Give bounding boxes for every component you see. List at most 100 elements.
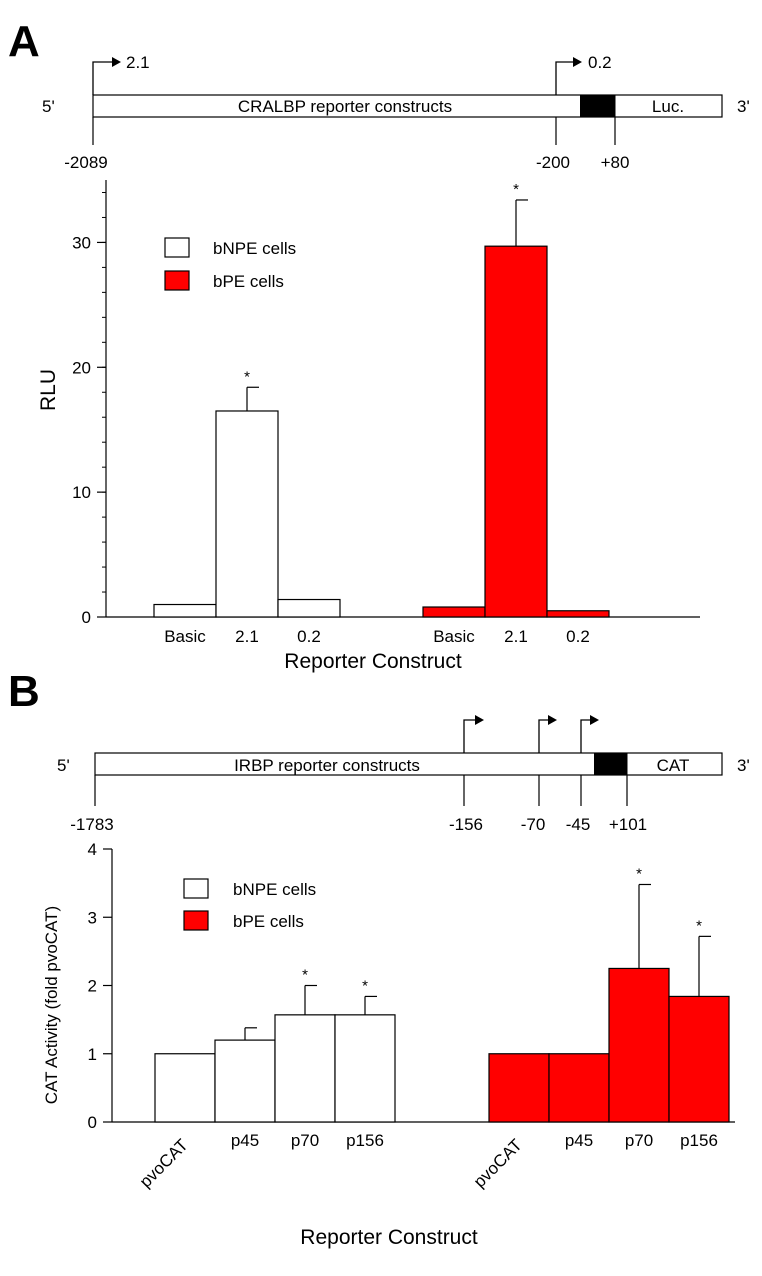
legend-swatch-bnpe xyxy=(183,878,209,899)
significance-marker: * xyxy=(696,917,702,934)
bar xyxy=(214,1039,276,1123)
bars-a xyxy=(153,245,610,618)
five-prime-label-b: 5' xyxy=(57,756,70,775)
bar xyxy=(548,1053,610,1123)
arrowhead-icon xyxy=(590,715,599,725)
x-tick-label: pvoCAT xyxy=(136,1135,192,1191)
x-tick-label: p70 xyxy=(291,1131,319,1150)
reporter-label-b: CAT xyxy=(657,756,690,775)
construct-name-b: IRBP reporter constructs xyxy=(234,756,420,775)
bar xyxy=(215,410,279,618)
y-tick-label: 4 xyxy=(88,840,97,859)
y-axis-title-b: CAT Activity (fold pvoCAT) xyxy=(42,906,61,1104)
bar xyxy=(274,1014,336,1123)
bar xyxy=(277,598,341,618)
x-tick-label: pvoCAT xyxy=(470,1135,526,1191)
three-prime-label-b: 3' xyxy=(737,756,750,775)
x-tick-labels-a: Basic 2.1 0.2 Basic 2.1 0.2 xyxy=(164,627,590,646)
legend-swatch-bpe xyxy=(164,270,190,291)
bar xyxy=(153,603,217,618)
y-tick-label: 30 xyxy=(72,233,91,252)
significance-marker: * xyxy=(636,865,642,882)
start-arrow-0-2 xyxy=(555,61,574,95)
position-label: -45 xyxy=(566,815,591,834)
start-arrow-p156 xyxy=(463,719,477,753)
y-tick-label: 10 xyxy=(72,483,91,502)
bar xyxy=(668,995,730,1123)
promoter-box-a xyxy=(580,95,615,117)
x-tick-label: p156 xyxy=(346,1131,384,1150)
x-tick-label: p45 xyxy=(231,1131,259,1150)
legend-a: bNPE cells bPE cells xyxy=(164,237,296,291)
position-label: +101 xyxy=(609,815,647,834)
position-label: -156 xyxy=(449,815,483,834)
bar xyxy=(608,967,670,1123)
start-arrow-2-1 xyxy=(92,61,113,95)
bar xyxy=(484,245,548,618)
bars-b xyxy=(154,967,730,1123)
y-tick-label: 0 xyxy=(88,1113,97,1132)
bar xyxy=(422,606,486,618)
significance-marker: * xyxy=(244,368,250,385)
y-tick-label: 2 xyxy=(88,977,97,996)
error-bars-b: * * * * xyxy=(244,865,711,1041)
position-label: +80 xyxy=(601,153,630,172)
x-tick-labels-b: pvoCAT p45 p70 p156 pvoCAT p45 p70 p156 xyxy=(136,1131,718,1191)
start-label-0-2: 0.2 xyxy=(588,53,612,72)
panel-a-letter: A xyxy=(8,17,40,66)
bar xyxy=(334,1014,396,1123)
x-axis-title-a: Reporter Construct xyxy=(284,650,462,673)
position-label: -2089 xyxy=(64,153,107,172)
x-tick-label: Basic xyxy=(433,627,475,646)
position-label: -1783 xyxy=(70,815,113,834)
bar xyxy=(488,1053,550,1123)
legend-label-bpe: bPE cells xyxy=(233,912,304,931)
significance-marker: * xyxy=(302,967,308,984)
construct-diagram-b: 5' 3' IRBP reporter constructs CAT -1783… xyxy=(57,715,750,834)
panel-a: A 5' 3' CRALBP reporter constructs Luc. … xyxy=(8,17,750,673)
x-tick-label: p70 xyxy=(625,1131,653,1150)
x-tick-label: 0.2 xyxy=(566,627,590,646)
y-tick-label: 1 xyxy=(88,1045,97,1064)
y-tick-label: 0 xyxy=(82,608,91,627)
arrowhead-icon xyxy=(573,57,582,67)
error-bars-a: ** xyxy=(244,181,528,411)
bar xyxy=(154,1053,216,1123)
panel-b-letter: B xyxy=(8,667,40,716)
x-tick-label: 2.1 xyxy=(235,627,259,646)
three-prime-label-a: 3' xyxy=(737,97,750,116)
promoter-box-b xyxy=(594,753,627,775)
legend-swatch-bnpe xyxy=(164,237,190,258)
panel-b: B 5' 3' IRBP reporter constructs CAT -17… xyxy=(8,667,750,1249)
start-arrow-p70 xyxy=(538,719,550,753)
x-tick-label: Basic xyxy=(164,627,206,646)
position-label: -70 xyxy=(521,815,546,834)
x-tick-label: 2.1 xyxy=(504,627,528,646)
x-axis-title-b: Reporter Construct xyxy=(300,1226,478,1249)
legend-swatch-bpe xyxy=(183,910,209,931)
x-tick-label: 0.2 xyxy=(297,627,321,646)
y-tick-label: 20 xyxy=(72,358,91,377)
arrowhead-icon xyxy=(112,57,121,67)
start-label-2-1: 2.1 xyxy=(126,53,150,72)
x-tick-label: p45 xyxy=(565,1131,593,1150)
legend-b: bNPE cells bPE cells xyxy=(183,878,316,931)
y-axis-title-a: RLU xyxy=(37,369,60,411)
start-arrow-p45 xyxy=(580,719,592,753)
five-prime-label-a: 5' xyxy=(42,97,55,116)
legend-label-bnpe: bNPE cells xyxy=(233,880,316,899)
construct-bar-b xyxy=(94,752,723,776)
legend-label-bnpe: bNPE cells xyxy=(213,239,296,258)
reporter-label-a: Luc. xyxy=(652,97,684,116)
arrowhead-icon xyxy=(475,715,484,725)
position-label: -200 xyxy=(536,153,570,172)
significance-marker: * xyxy=(513,181,519,198)
y-tick-label: 3 xyxy=(88,908,97,927)
construct-bar-a xyxy=(92,94,723,118)
legend-label-bpe: bPE cells xyxy=(213,272,284,291)
construct-diagram-a: 5' 3' CRALBP reporter constructs Luc. 2.… xyxy=(42,53,750,172)
arrowhead-icon xyxy=(548,715,557,725)
